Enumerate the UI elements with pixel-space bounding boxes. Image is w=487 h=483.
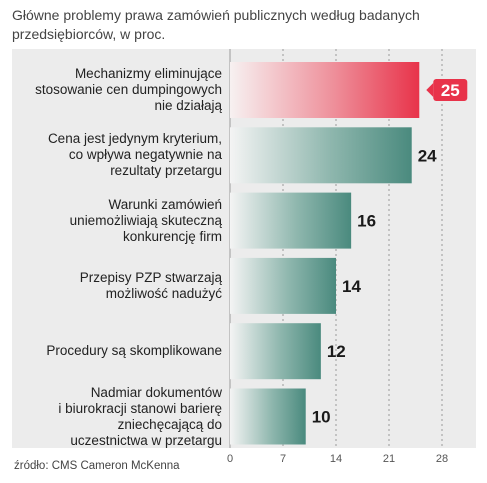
bar <box>230 388 306 445</box>
bar <box>230 192 352 249</box>
bar <box>230 257 336 314</box>
category-label: Procedury są skomplikowane <box>46 343 222 359</box>
category-label: Przepisy PZP stwarzają możliwość nadużyć <box>79 269 222 301</box>
value-badge-pointer <box>426 83 434 97</box>
chart-title: Główne problemy prawa zamówień publiczny… <box>12 7 420 42</box>
value-label: 25 <box>441 81 460 100</box>
bar <box>230 127 412 184</box>
category-label: Nadmiar dokumentów i biurokracji stanowi … <box>58 384 222 448</box>
category-label: Mechanizmy eliminujące stosowanie cen dum… <box>35 66 222 113</box>
x-tick-label: 0 <box>227 453 233 465</box>
value-badge <box>433 79 468 101</box>
source-note: źródło: CMS Cameron McKenna <box>14 460 180 472</box>
value-label: 24 <box>418 146 437 165</box>
bar <box>230 62 420 118</box>
x-tick-label: 21 <box>383 453 395 465</box>
value-label: 12 <box>327 342 346 361</box>
value-label: 16 <box>357 212 376 231</box>
x-tick-label: 7 <box>280 453 286 465</box>
x-tick-label: 14 <box>330 453 342 465</box>
category-label: Cena jest jedynym kryterium, co wpływa ne… <box>47 131 222 179</box>
value-label: 10 <box>312 408 331 427</box>
bar <box>230 323 321 380</box>
value-label: 14 <box>342 277 361 296</box>
x-tick-label: 28 <box>436 453 448 465</box>
category-label: Warunki zamówień uniemożliwiają skuteczną… <box>69 196 222 244</box>
